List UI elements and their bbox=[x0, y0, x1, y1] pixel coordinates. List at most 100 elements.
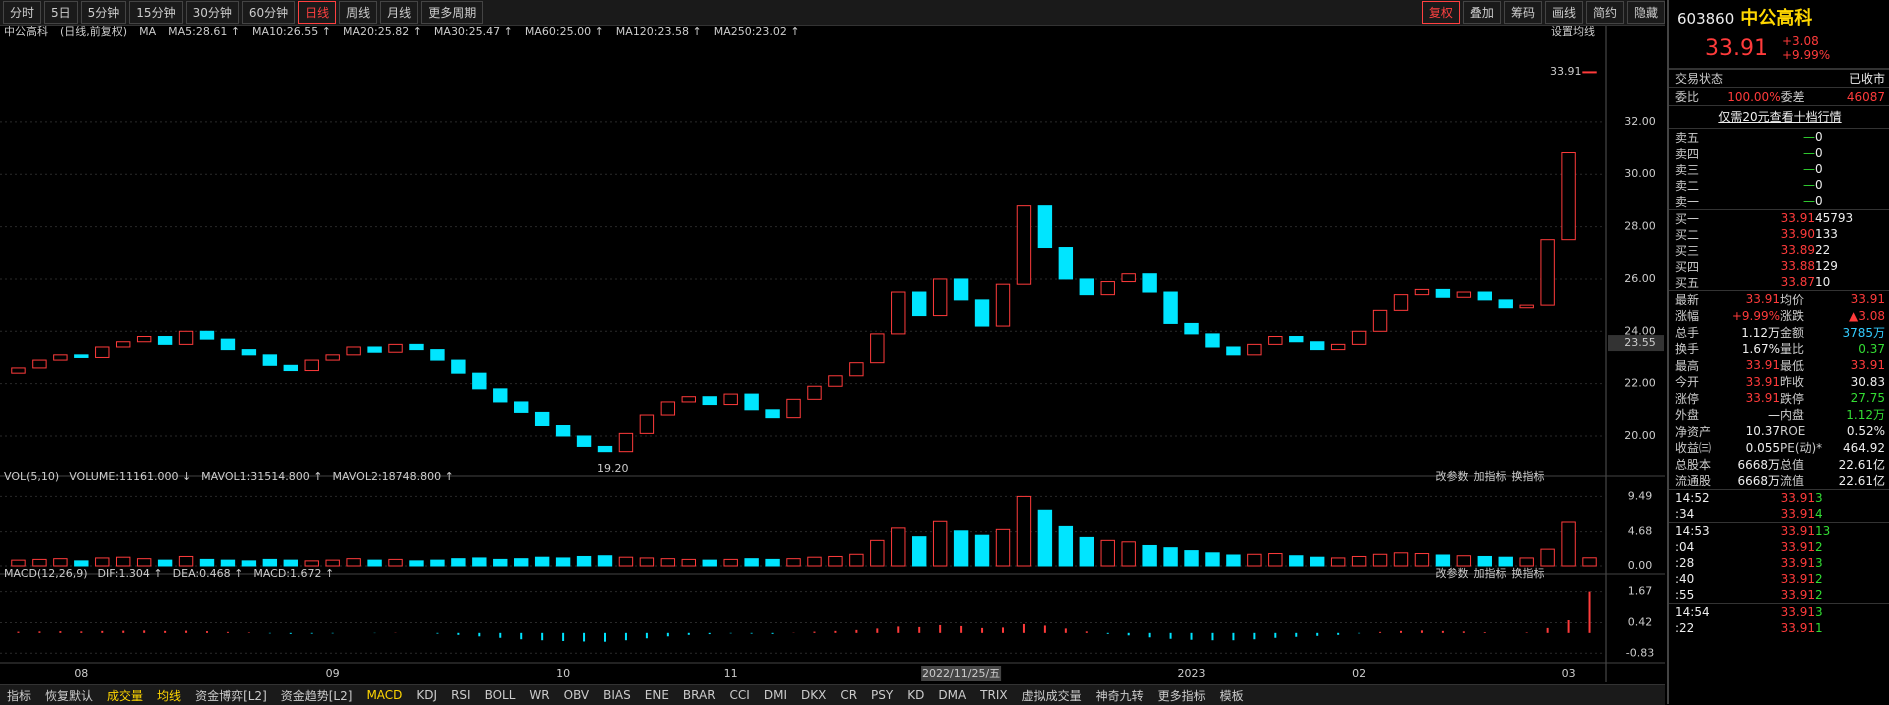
indicator-tab[interactable]: OBV bbox=[563, 688, 590, 702]
indicator-tab[interactable]: WR bbox=[529, 688, 550, 702]
y-tick-label: 28.00 bbox=[1624, 220, 1656, 233]
stat-row: 涨停 33.91 跌停 27.75 bbox=[1669, 390, 1889, 407]
x-tick-label: 09 bbox=[326, 667, 340, 680]
order-row-cell: 买四 bbox=[1675, 259, 1700, 274]
volume-bar bbox=[555, 557, 571, 567]
tool-button[interactable]: 筹码 bbox=[1503, 1, 1542, 24]
order-row-cell: 33.90 bbox=[1780, 227, 1815, 241]
volume-bar bbox=[1456, 555, 1472, 567]
order-row-cell: 0 bbox=[1815, 194, 1823, 208]
indicator-tab[interactable]: 虚拟成交量 bbox=[1021, 688, 1082, 703]
pane-button[interactable]: 改参数 bbox=[1436, 469, 1469, 483]
indicator-tab[interactable]: 成交量 bbox=[107, 688, 144, 703]
stat-row: 总股本 6668万 总值 22.61亿 bbox=[1669, 456, 1889, 473]
tool-button[interactable]: 隐藏 bbox=[1626, 1, 1665, 24]
period-tab[interactable]: 30分钟 bbox=[185, 1, 239, 24]
period-tab[interactable]: 分时 bbox=[3, 1, 42, 24]
order-row: 买四 33.88 129 bbox=[1669, 258, 1889, 274]
last-price: 33.91 bbox=[1705, 35, 1768, 61]
pane-button[interactable]: 换指标 bbox=[1512, 469, 1545, 483]
indicator-tab[interactable]: DKX bbox=[800, 688, 827, 702]
tick-row: :34 33.91 4 bbox=[1669, 506, 1889, 522]
tool-button[interactable]: 画线 bbox=[1544, 1, 1583, 24]
tool-button[interactable]: 复权 bbox=[1421, 1, 1460, 24]
x-tick-label: 11 bbox=[724, 667, 738, 680]
volume-bar bbox=[32, 558, 47, 567]
indicator-tab[interactable]: RSI bbox=[451, 688, 471, 702]
tick-row-cell: 3 bbox=[1815, 491, 1823, 505]
indicator-tab[interactable]: KDJ bbox=[416, 688, 438, 702]
indicator-tab[interactable]: KD bbox=[907, 688, 925, 702]
volume-bar bbox=[178, 555, 194, 567]
period-tab[interactable]: 日线 bbox=[298, 1, 337, 24]
price-change: +3.08 bbox=[1781, 34, 1819, 48]
order-row-cell: 0 bbox=[1815, 146, 1823, 160]
candle bbox=[702, 396, 717, 406]
tool-button[interactable]: 叠加 bbox=[1462, 1, 1501, 24]
pane-button[interactable]: 加指标 bbox=[1474, 566, 1507, 580]
indicator-tab[interactable]: TRIX bbox=[980, 688, 1008, 702]
indicator-tab[interactable]: 资金趋势[L2] bbox=[280, 688, 353, 703]
period-tab[interactable]: 60分钟 bbox=[241, 1, 296, 24]
volume-bar bbox=[1330, 557, 1346, 567]
candle bbox=[178, 330, 194, 345]
tool-button[interactable]: 简约 bbox=[1585, 1, 1624, 24]
indicator-tab[interactable]: DMA bbox=[938, 688, 967, 702]
period-tab[interactable]: 周线 bbox=[339, 1, 378, 24]
weibi-row-cell: 委差 bbox=[1780, 90, 1805, 104]
stat-row-cell: 1.12万 bbox=[1846, 408, 1885, 423]
period-tab[interactable]: 更多周期 bbox=[421, 1, 484, 24]
indicator-tab[interactable]: BOLL bbox=[484, 688, 516, 702]
order-row-cell: 买二 bbox=[1675, 227, 1700, 242]
indicator-tab[interactable]: PSY bbox=[871, 688, 894, 702]
indicator-tab[interactable]: 指标 bbox=[7, 688, 32, 703]
pane-button[interactable]: 改参数 bbox=[1436, 566, 1469, 580]
indicator-tab[interactable]: 神奇九转 bbox=[1095, 688, 1144, 703]
indicator-tab[interactable]: CCI bbox=[729, 688, 750, 702]
stat-row-cell: 0.37 bbox=[1858, 341, 1885, 356]
pane-legend: MACD:1.672 ↑ bbox=[253, 567, 334, 580]
stat-row-cell: 涨幅 bbox=[1675, 309, 1700, 324]
period-tab[interactable]: 5日 bbox=[44, 1, 78, 24]
candle bbox=[1310, 341, 1325, 351]
indicator-tab[interactable]: MACD bbox=[366, 688, 403, 702]
stat-row-cell: 33.91 bbox=[1850, 358, 1885, 373]
stat-row-cell: 换手 bbox=[1675, 342, 1700, 357]
indicator-tab[interactable]: CR bbox=[840, 688, 858, 702]
quote-header: 603860 中公高科 33.91 +3.08 +9.99% bbox=[1669, 0, 1889, 69]
volume-bar bbox=[199, 558, 215, 567]
indicator-tab[interactable]: 更多指标 bbox=[1157, 688, 1206, 703]
stat-row-cell: 22.61亿 bbox=[1838, 457, 1885, 472]
indicator-tab[interactable]: 模板 bbox=[1219, 688, 1244, 703]
volume-bar bbox=[74, 560, 89, 567]
period-tab[interactable]: 15分钟 bbox=[129, 1, 183, 24]
volume-bar bbox=[1247, 553, 1262, 567]
tick-row: 14:54 33.91 3 bbox=[1669, 603, 1889, 620]
order-row-cell: 33.87 bbox=[1780, 275, 1815, 289]
candle bbox=[1561, 152, 1576, 241]
indicator-tab[interactable]: BIAS bbox=[603, 688, 631, 702]
candle bbox=[1205, 333, 1220, 348]
volume-bar bbox=[597, 555, 613, 567]
candle bbox=[1121, 273, 1136, 283]
candle bbox=[116, 341, 131, 348]
indicator-tab[interactable]: DMI bbox=[763, 688, 787, 702]
candle bbox=[1414, 288, 1430, 296]
volume-bar bbox=[388, 558, 403, 567]
volume-bar bbox=[1561, 521, 1576, 567]
indicator-tab[interactable]: 资金博弈[L2] bbox=[195, 688, 267, 703]
indicator-tab[interactable]: 均线 bbox=[157, 688, 182, 703]
pane-button[interactable]: 换指标 bbox=[1512, 566, 1545, 580]
indicator-tab[interactable]: ENE bbox=[644, 688, 669, 702]
promo-link[interactable]: 仅需20元查看十档行情 bbox=[1669, 105, 1889, 129]
volume-bar bbox=[53, 558, 68, 567]
pane-button[interactable]: 加指标 bbox=[1474, 469, 1507, 483]
period-tab[interactable]: 月线 bbox=[380, 1, 419, 24]
volume-bar bbox=[1268, 553, 1283, 567]
y-tick-label: -0.83 bbox=[1626, 646, 1654, 659]
candle bbox=[409, 343, 424, 351]
candle bbox=[325, 354, 340, 361]
indicator-tab[interactable]: 恢复默认 bbox=[45, 688, 94, 703]
period-tab[interactable]: 5分钟 bbox=[80, 1, 127, 24]
indicator-tab[interactable]: BRAR bbox=[682, 688, 716, 702]
